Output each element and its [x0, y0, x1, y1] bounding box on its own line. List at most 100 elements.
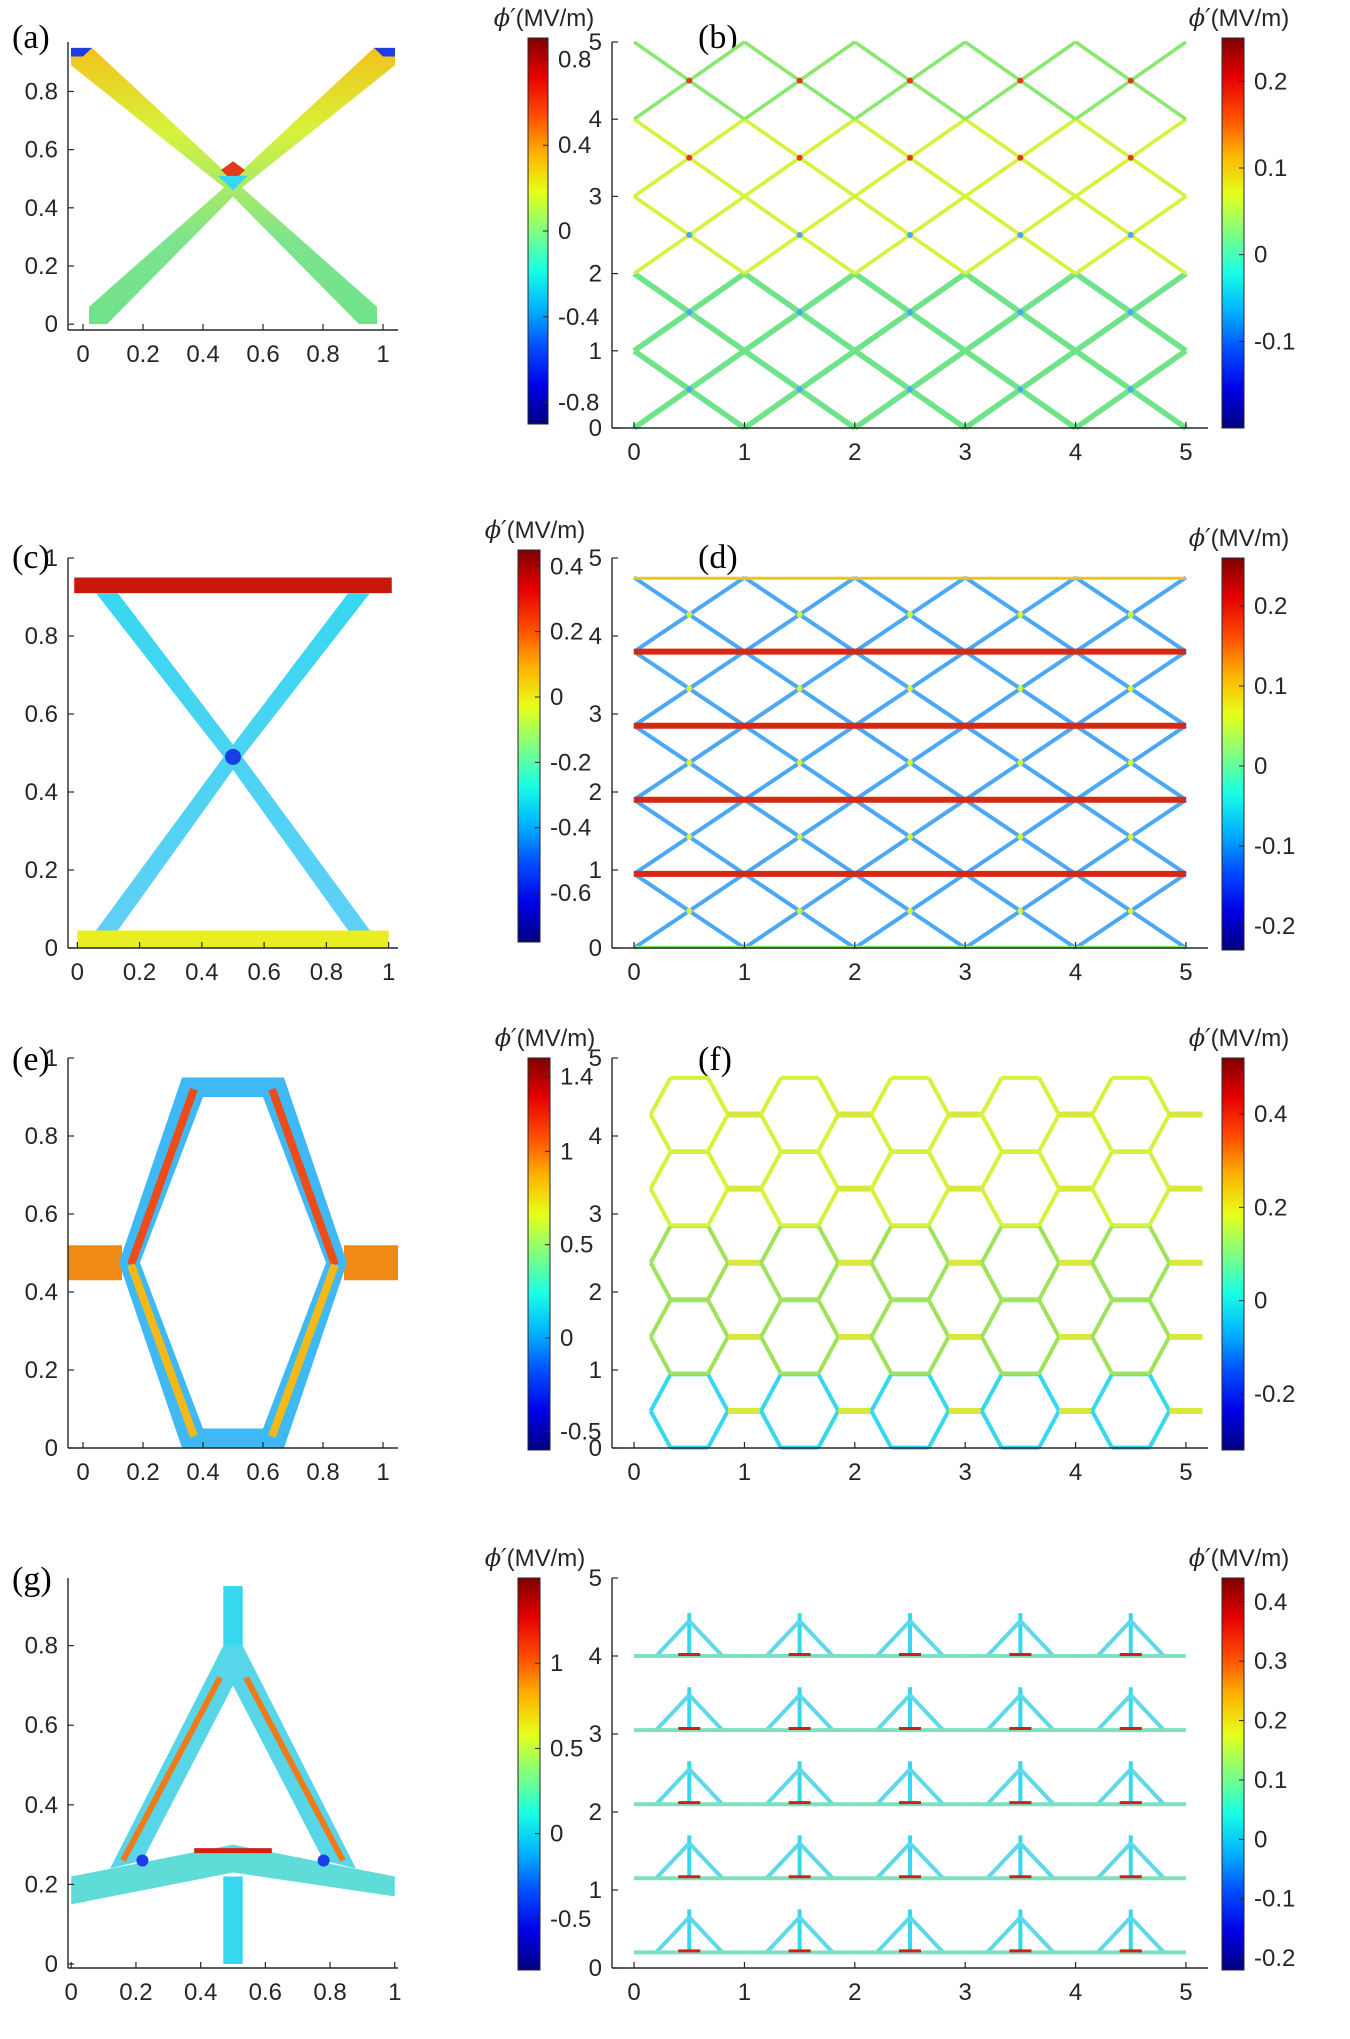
colorbar	[1221, 37, 1245, 429]
bottom-bar	[77, 930, 389, 948]
colorbar-tick-label: 0.2	[550, 619, 583, 646]
hex-edge	[927, 1225, 951, 1264]
triangle-edge	[875, 1619, 912, 1658]
panel-h: 0 1 2 3 4 5 0 1 2 3 4 5 0.4 0.3 0.2 0.1 0 -0.1 -0.2 ϕ′(MV/m…	[589, 1544, 1296, 2006]
lattice-node	[1127, 232, 1134, 238]
colorbar-title: ϕ′(MV/m)	[485, 516, 585, 544]
hex-edge	[127, 1263, 198, 1438]
hex-edge	[1037, 1261, 1061, 1301]
x-tick-label: 5	[1179, 1979, 1192, 2006]
lattice-node	[1127, 759, 1134, 766]
lattice-node	[796, 611, 803, 618]
triangle-edge	[798, 1619, 835, 1658]
colorbar-tick-label: -0.1	[1254, 1886, 1295, 1913]
junction	[218, 175, 248, 191]
hex-edge	[1037, 1299, 1061, 1338]
triangle-edge	[985, 1915, 1022, 1954]
lattice-node	[1127, 386, 1134, 393]
hex-edge	[268, 1087, 339, 1267]
y-tick-label: 0.4	[25, 1279, 58, 1306]
y-tick-label: 0	[589, 415, 602, 442]
y-tick-label: 5	[589, 1045, 602, 1072]
hex-edge	[869, 1409, 893, 1449]
y-tick-label: 0	[589, 1435, 602, 1462]
colorbar-tick-label: 0	[1254, 753, 1267, 780]
lattice-node	[1017, 833, 1024, 840]
y-tick-label: 0	[589, 935, 602, 962]
colorbar-tick-label: 1.4	[560, 1064, 593, 1091]
y-tick-label: 0.8	[25, 1123, 58, 1150]
hex-edge	[706, 1187, 730, 1227]
hex-edge	[648, 1299, 673, 1338]
y-tick-label: 0.6	[25, 137, 58, 164]
colorbar-tick-label: -0.5	[560, 1418, 601, 1445]
structure-plot	[632, 575, 1188, 950]
hex-edge	[1090, 1076, 1114, 1116]
x-tick-label: 1	[376, 341, 389, 368]
lattice-node	[796, 685, 803, 692]
y-tick-label: 0.4	[25, 195, 58, 222]
lattice-node	[796, 232, 803, 238]
x-tick-label: 3	[959, 1459, 972, 1486]
lattice-node	[686, 77, 693, 84]
colorbar-tick-label: -0.2	[1254, 913, 1295, 940]
hex-edge	[869, 1151, 893, 1190]
colorbar-tick-label: 0.4	[558, 132, 591, 159]
lattice-node	[686, 386, 693, 393]
hex-edge	[1147, 1335, 1172, 1375]
x-tick-label: 1	[382, 959, 395, 986]
hex-edge	[1037, 1373, 1061, 1412]
hex-edge	[927, 1335, 951, 1375]
hex-edge	[759, 1076, 783, 1116]
x-tick-label: 0.8	[306, 1459, 339, 1486]
lattice-node	[796, 907, 803, 914]
y-tick-label: 0.8	[25, 1633, 58, 1660]
hex-edge	[1147, 1151, 1172, 1190]
x-tick-label: 1	[376, 1459, 389, 1486]
lattice-node	[907, 907, 913, 914]
triangle-edge	[985, 1619, 1022, 1658]
y-tick-label: 0	[45, 1951, 58, 1978]
x-tick-label: 1	[738, 439, 751, 466]
colorbar-tick-label: 0	[558, 218, 571, 245]
colorbar-title: ϕ′(MV/m)	[495, 1024, 595, 1052]
lattice-node	[686, 232, 693, 238]
hex-edge	[1090, 1187, 1114, 1227]
triangle-edge	[765, 1841, 802, 1880]
colorbar-tick-label: 0.4	[1254, 1101, 1287, 1128]
colorbar-tick-label: -0.4	[550, 815, 591, 842]
x-tick-label: 2	[848, 1979, 861, 2006]
colorbar-title: ϕ′(MV/m)	[1189, 1544, 1289, 1572]
lattice-node	[796, 309, 803, 316]
lattice-node	[907, 77, 913, 84]
colorbar-tick-label: 0.2	[1254, 593, 1287, 620]
lattice-node	[907, 154, 913, 161]
x-tick-label: 0.2	[123, 959, 156, 986]
triangle-edge	[908, 1619, 945, 1658]
hex-edge	[816, 1187, 841, 1227]
colorbar-tick-label: 0.5	[560, 1232, 593, 1259]
hex-edge	[1147, 1076, 1172, 1116]
x-tick-label: 0	[627, 1459, 640, 1486]
hex-edge	[927, 1299, 951, 1338]
triangle-edge	[654, 1915, 691, 1954]
lattice-node	[796, 77, 803, 84]
triangle-edge	[687, 1915, 724, 1954]
colorbar-title: ϕ′(MV/m)	[1189, 524, 1289, 552]
colorbar-tick-label: 0.1	[1254, 673, 1287, 700]
structure-plot	[634, 1613, 1186, 1955]
structure-plot	[71, 47, 395, 325]
hex-edge	[979, 1225, 1004, 1264]
hex-edge	[979, 1299, 1004, 1338]
y-tick-label: 0.6	[25, 1712, 58, 1739]
hex-edge	[759, 1409, 783, 1449]
lower-region	[83, 193, 377, 324]
colorbar	[517, 1577, 541, 1971]
colorbar-tick-label: 1	[560, 1138, 573, 1165]
lattice-node	[907, 611, 913, 618]
triangle-edge	[985, 1767, 1022, 1806]
hex-edge	[927, 1373, 951, 1412]
y-tick-label: 0.6	[25, 1201, 58, 1228]
x-tick-label: 0.4	[186, 1459, 219, 1486]
hex-edge	[927, 1187, 951, 1227]
